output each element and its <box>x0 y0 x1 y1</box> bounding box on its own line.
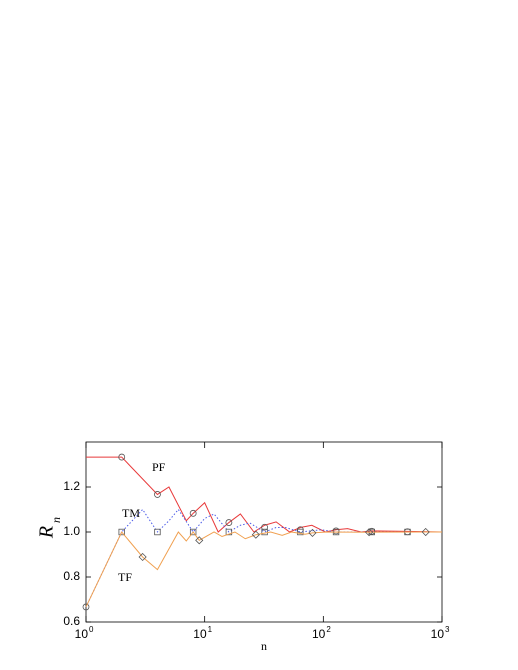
y-tick-label: 0.8 <box>63 569 80 583</box>
marker <box>189 528 197 536</box>
marker <box>189 509 197 517</box>
x-tick-label: 10 <box>312 627 326 641</box>
marker <box>154 491 161 498</box>
marker <box>154 528 161 536</box>
x-tick-label: 10 <box>431 627 445 641</box>
marker <box>82 603 90 611</box>
y-tick-label: 1.2 <box>63 479 80 493</box>
y-axis-label: R <box>36 526 58 539</box>
marker <box>261 523 269 531</box>
marker <box>297 528 304 536</box>
series-line <box>85 508 442 608</box>
y-axis-label-sub: n <box>49 517 63 523</box>
series-line <box>86 456 443 533</box>
x-tick-label: 10 <box>193 627 207 641</box>
marker <box>251 530 260 539</box>
series-label: TM <box>122 506 140 520</box>
series-line <box>85 531 442 608</box>
x-tick-label-exp: 3 <box>445 625 450 634</box>
marker <box>138 552 147 562</box>
x-tick-label-exp: 1 <box>208 625 213 634</box>
marker <box>225 519 233 526</box>
marker <box>261 528 268 536</box>
marker <box>225 528 233 536</box>
marker <box>332 527 340 535</box>
y-tick-label: 0.6 <box>63 614 80 628</box>
x-tick-label-exp: 2 <box>326 625 331 634</box>
marker <box>421 527 430 537</box>
series-label: PF <box>152 460 166 474</box>
marker <box>308 528 317 537</box>
x-tick-label-exp: 0 <box>89 625 94 634</box>
marker <box>118 453 126 461</box>
series-label: TF <box>118 570 132 584</box>
x-axis-label: n <box>261 639 267 653</box>
marker <box>365 528 374 537</box>
x-tick-label: 10 <box>75 627 89 641</box>
y-tick-label: 1.0 <box>63 524 80 538</box>
marker <box>195 536 204 545</box>
marker <box>118 528 125 536</box>
